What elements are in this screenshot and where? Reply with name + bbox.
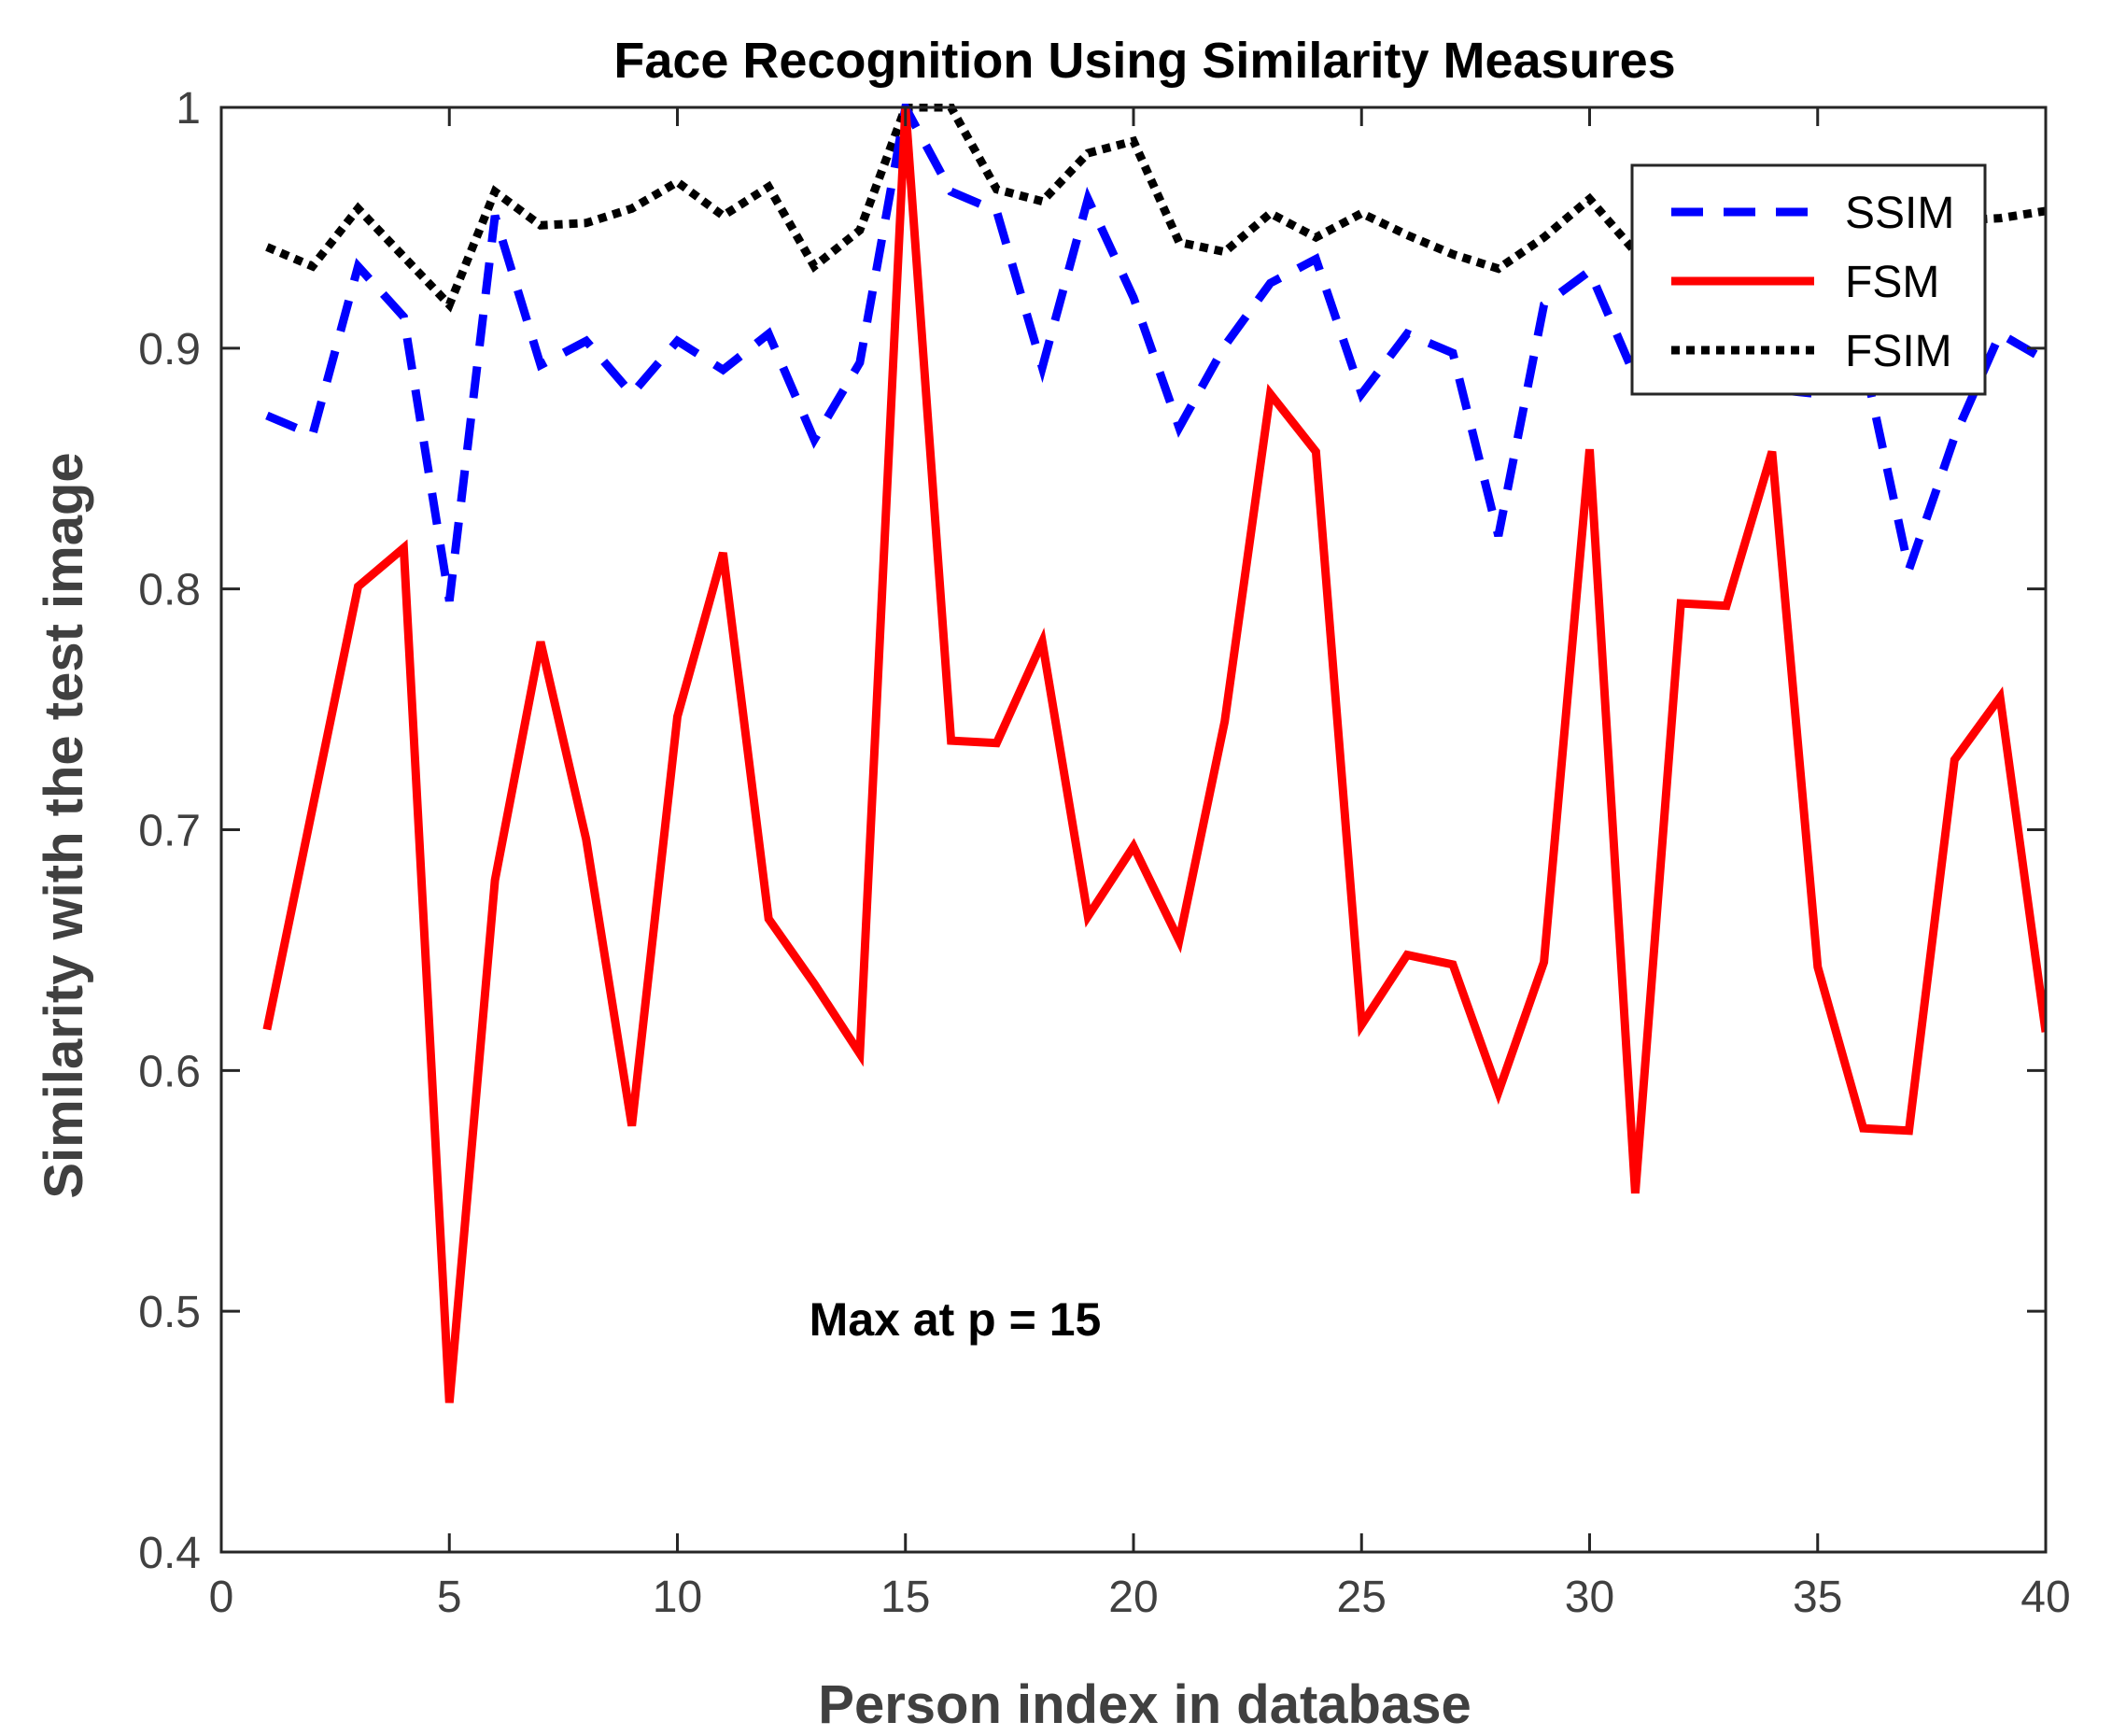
max-annotation: Max at p = 15	[810, 1293, 1102, 1346]
x-tick-label: 25	[1337, 1573, 1387, 1622]
x-tick-label: 10	[653, 1573, 702, 1622]
series-line-fsm	[262, 106, 2046, 1404]
y-tick-label: 0.9	[138, 325, 201, 374]
x-tick-label: 5	[437, 1573, 462, 1622]
y-tick-label: 0.8	[138, 566, 201, 615]
x-tick-label: 35	[1793, 1573, 1842, 1622]
y-tick-label: 0.6	[138, 1047, 201, 1096]
x-tick-label: 40	[2020, 1573, 2070, 1622]
x-tick-label: 20	[1108, 1573, 1158, 1622]
chart-title: Face Recognition Using Similarity Measur…	[613, 33, 1675, 89]
legend-label-fsim: FSIM	[1845, 327, 1952, 376]
y-tick-label: 0.5	[138, 1288, 201, 1337]
x-axis-label: Person index in database	[818, 1674, 1471, 1735]
ticks: 0 5 10 15 20 25 30 35 40 0.4 0.5 0.6 0.7 0.8 0.9 1	[138, 84, 2070, 1622]
y-tick-label: 1	[176, 84, 201, 134]
x-tick-label: 30	[1565, 1573, 1614, 1622]
y-axis-label: Similarity with the test image	[34, 452, 94, 1198]
y-tick-label: 0.4	[138, 1529, 201, 1578]
x-tick-label: 15	[880, 1573, 930, 1622]
legend-label-fsm: FSM	[1845, 258, 1939, 307]
legend-label-ssim: SSIM	[1845, 189, 1954, 238]
x-tick-label: 0	[209, 1573, 234, 1622]
y-tick-label: 0.7	[138, 807, 201, 856]
legend: SSIM FSM FSIM	[1630, 163, 1987, 396]
